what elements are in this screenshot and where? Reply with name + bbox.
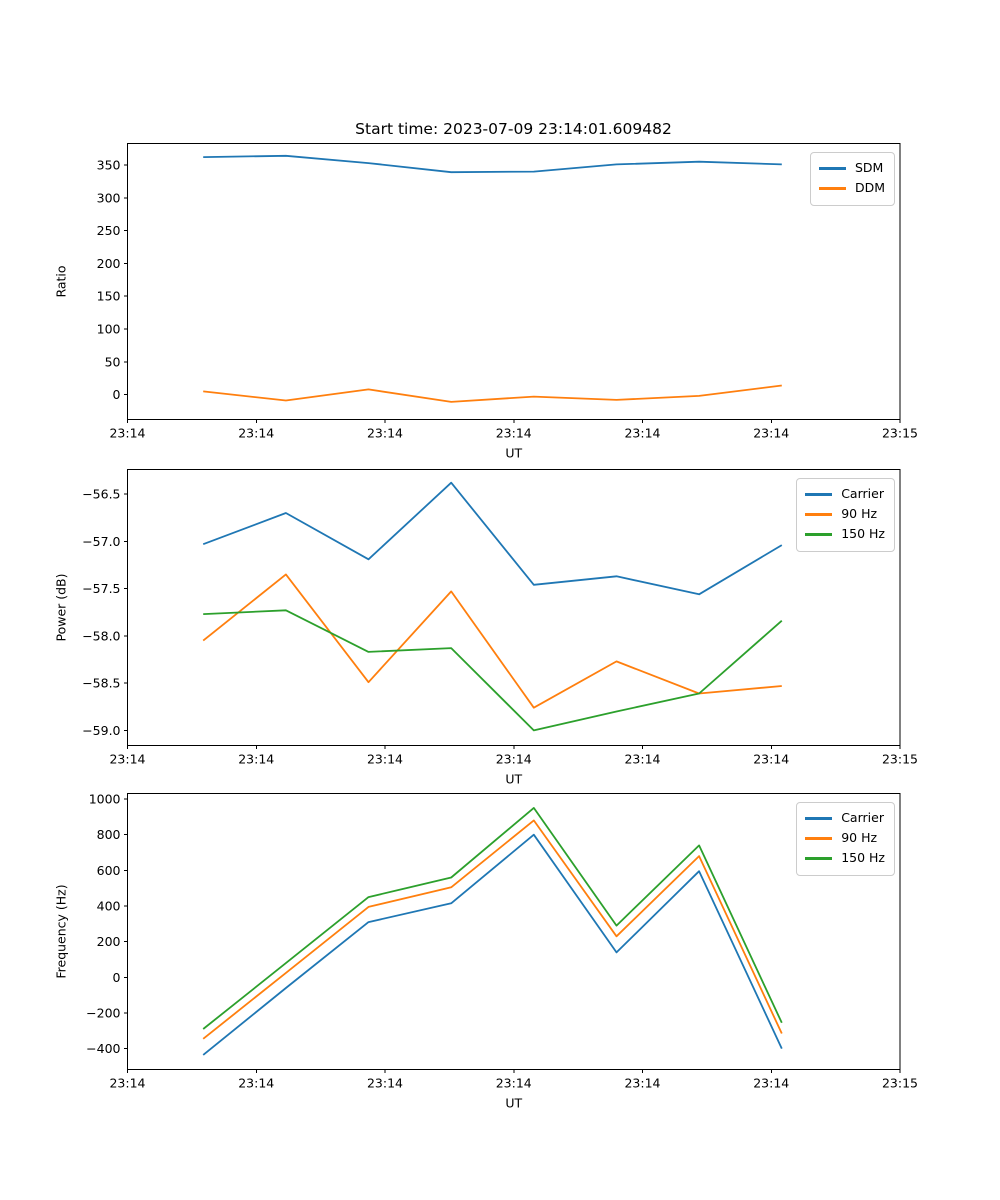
y-tick-label: 50 [105, 354, 121, 369]
x-tick-label: 23:14 [496, 752, 532, 767]
x-tick-label: 23:14 [109, 426, 145, 441]
y-tick-label: −58.0 [82, 628, 120, 643]
y-tick-label: 400 [97, 899, 121, 914]
y-tick-label: −57.0 [82, 534, 120, 549]
y-tick-label: 600 [97, 863, 121, 878]
x-axis-label: UT [505, 1096, 522, 1111]
series-line-ddm [203, 384, 782, 403]
series-line-sdm [203, 154, 782, 174]
series-line-carrier [202, 481, 783, 596]
legend-label: 150 Hz [841, 850, 885, 866]
legend-item-sdm: SDM [818, 159, 885, 179]
y-axis-label: Frequency (Hz) [54, 884, 69, 978]
legend-label: 90 Hz [841, 830, 878, 846]
y-tick-label: 0 [113, 387, 121, 402]
x-tick-label: 23:14 [753, 1076, 789, 1091]
legend-label: 90 Hz [841, 506, 878, 522]
power-chart-legend: Carrier 90 Hz 150 Hz [796, 477, 895, 552]
y-tick-label: −58.5 [82, 676, 120, 691]
legend-item-150-hz: 150 Hz [805, 849, 885, 869]
x-tick-label: 23:14 [109, 752, 145, 767]
x-tick-label: 23:15 [882, 426, 918, 441]
legend-item-ddm: DDM [818, 179, 885, 199]
legend-item-carrier: Carrier [805, 809, 885, 829]
150-hz-line-swatch [805, 533, 833, 536]
x-tick-label: 23:14 [624, 1076, 660, 1091]
axes-frame [127, 793, 901, 1070]
y-axis-label: Ratio [54, 265, 69, 297]
x-tick-label: 23:15 [882, 1076, 918, 1091]
y-tick-label: −56.5 [82, 487, 120, 502]
x-tick-label: 23:14 [367, 1076, 403, 1091]
series-line-carrier [202, 833, 783, 1056]
y-tick-label: −59.0 [82, 723, 120, 738]
legend-item-150-hz: 150 Hz [805, 525, 885, 545]
y-tick-label: 200 [97, 256, 121, 271]
figure-title: Start time: 2023-07-09 23:14:01.609482 [355, 120, 672, 138]
150-hz-line-swatch [805, 857, 833, 860]
90-hz-line-swatch [805, 837, 833, 840]
x-axis-label: UT [505, 446, 522, 461]
x-tick-label: 23:14 [753, 752, 789, 767]
y-tick-label: −200 [86, 1005, 120, 1020]
y-tick-label: 350 [97, 158, 121, 173]
series-line-90-hz [202, 819, 783, 1040]
ratio-chart-legend: SDM DDM [809, 151, 895, 206]
series-line-90-hz [202, 573, 782, 709]
y-tick-label: 200 [97, 934, 121, 949]
carrier-line-swatch [805, 817, 833, 820]
y-tick-label: −400 [86, 1041, 120, 1056]
sdm-line-swatch [818, 167, 846, 170]
x-tick-label: 23:14 [624, 426, 660, 441]
y-tick-label: 300 [97, 190, 121, 205]
y-tick-label: 250 [97, 223, 121, 238]
frequency-chart-legend: Carrier 90 Hz 150 Hz [796, 801, 895, 876]
x-tick-label: 23:15 [882, 752, 918, 767]
y-tick-label: 100 [97, 322, 121, 337]
x-tick-label: 23:14 [238, 426, 274, 441]
x-tick-label: 23:14 [624, 752, 660, 767]
x-tick-label: 23:14 [496, 1076, 532, 1091]
x-tick-label: 23:14 [367, 426, 403, 441]
y-tick-label: 1000 [89, 792, 121, 807]
x-tick-label: 23:14 [109, 1076, 145, 1091]
series-line-150-hz [203, 609, 783, 732]
x-axis-label: UT [505, 772, 522, 787]
legend-item-carrier: Carrier [805, 485, 885, 505]
x-tick-label: 23:14 [367, 752, 403, 767]
carrier-line-swatch [805, 493, 833, 496]
90-hz-line-swatch [805, 513, 833, 516]
legend-item-90-hz: 90 Hz [805, 829, 885, 849]
y-tick-label: −57.5 [82, 581, 120, 596]
legend-label: Carrier [841, 486, 884, 502]
y-axis-label: Power (dB) [54, 573, 69, 641]
y-tick-label: 150 [97, 289, 121, 304]
ddm-line-swatch [818, 187, 846, 190]
y-tick-label: 0 [113, 970, 121, 985]
y-tick-label: 800 [97, 827, 121, 842]
legend-label: 150 Hz [841, 526, 885, 542]
legend-label: DDM [854, 180, 885, 196]
x-tick-label: 23:14 [238, 1076, 274, 1091]
x-tick-label: 23:14 [238, 752, 274, 767]
series-line-150-hz [202, 807, 783, 1030]
x-tick-label: 23:14 [753, 426, 789, 441]
legend-item-90-hz: 90 Hz [805, 505, 885, 525]
legend-label: SDM [854, 160, 884, 176]
x-tick-label: 23:14 [496, 426, 532, 441]
legend-label: Carrier [841, 810, 884, 826]
